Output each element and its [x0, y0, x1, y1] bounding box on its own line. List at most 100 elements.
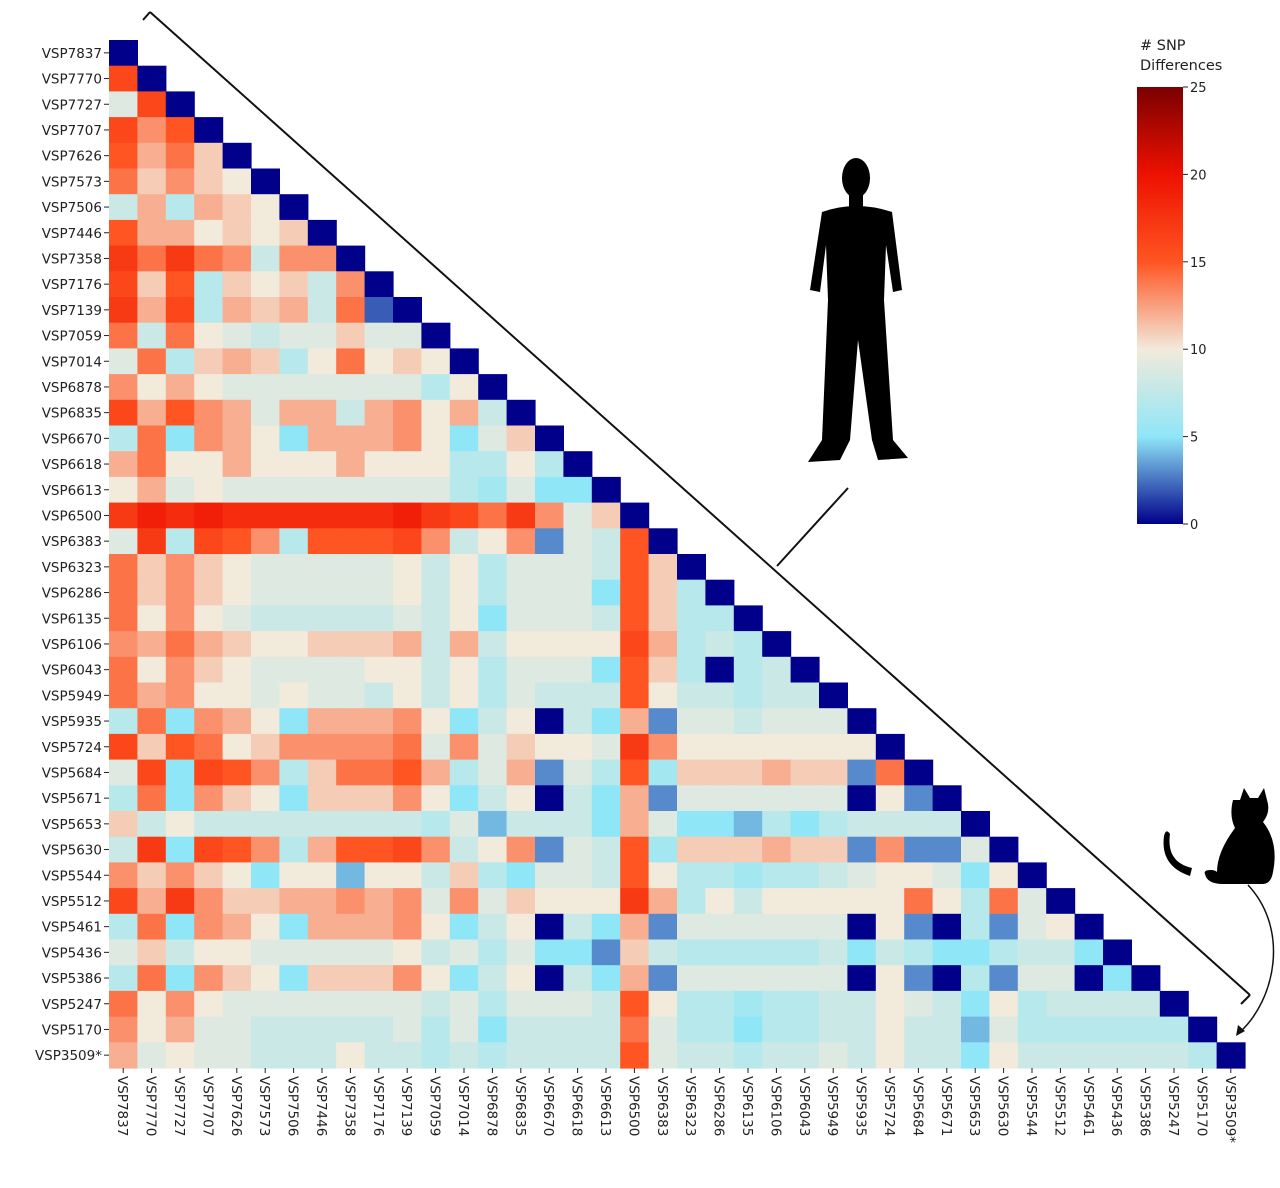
heatmap-cell: [620, 785, 650, 812]
heatmap-diagonal-cell: [932, 785, 962, 812]
heatmap-cell: [137, 194, 167, 221]
row-label: VSP6286: [42, 586, 102, 602]
heatmap-cell: [222, 219, 252, 247]
heatmap-cell: [648, 579, 678, 606]
heatmap-cell: [478, 528, 508, 555]
heatmap-cell: [819, 811, 848, 838]
heatmap-cell: [591, 708, 621, 735]
column-label: VSP6618: [569, 1076, 585, 1136]
heatmap-cell: [705, 759, 735, 786]
heatmap-cell: [875, 811, 905, 838]
heatmap-cell: [336, 862, 366, 889]
heatmap-cell: [762, 990, 792, 1018]
heatmap-cell: [251, 245, 280, 272]
heatmap-cell: [563, 759, 593, 786]
heatmap-cell: [478, 888, 508, 915]
heatmap-cell: [165, 322, 195, 349]
heatmap-cell: [1159, 1016, 1189, 1043]
heatmap-cell: [222, 1016, 252, 1043]
heatmap-cell: [535, 811, 564, 838]
heatmap-cell: [222, 348, 252, 375]
heatmap-cell: [932, 836, 962, 863]
heatmap-cell: [478, 990, 508, 1018]
heatmap-cell: [506, 811, 536, 838]
heatmap-cell: [364, 733, 394, 761]
heatmap-cell: [449, 682, 479, 709]
heatmap-cell: [137, 656, 167, 684]
heatmap-cell: [762, 1016, 792, 1043]
heatmap-cell: [819, 733, 848, 761]
heatmap-cell: [165, 682, 195, 709]
heatmap-cell: [251, 939, 280, 966]
heatmap-cell: [506, 888, 536, 915]
heatmap-cell: [251, 656, 280, 684]
heatmap-diagonal-cell: [1046, 888, 1076, 915]
heatmap-cell: [591, 990, 621, 1018]
heatmap-cell: [591, 631, 621, 658]
heatmap-cell: [279, 476, 309, 504]
heatmap-cell: [620, 990, 650, 1018]
heatmap-cell: [165, 219, 195, 247]
heatmap-cell: [563, 579, 593, 606]
heatmap-cell: [563, 785, 593, 812]
heatmap-cell: [847, 862, 877, 889]
row-label: VSP6878: [42, 380, 102, 396]
heatmap-cell: [478, 1042, 508, 1069]
heatmap-cell: [478, 759, 508, 786]
heatmap-cell: [733, 656, 763, 684]
heatmap-cell: [506, 836, 536, 863]
heatmap-cell: [251, 682, 280, 709]
row-label: VSP5544: [42, 868, 102, 884]
heatmap-cell: [847, 939, 877, 966]
heatmap-cell: [904, 939, 934, 966]
heatmap-cell: [165, 631, 195, 658]
heatmap-cell: [137, 348, 167, 375]
heatmap-cell: [733, 1016, 763, 1043]
heatmap-cell: [393, 605, 422, 632]
row-label: VSP5630: [42, 843, 102, 859]
heatmap-cell: [478, 451, 508, 478]
heatmap-cell: [875, 836, 905, 863]
bracket-top-tick: [142, 11, 151, 21]
heatmap-cell: [677, 913, 706, 941]
heatmap-cell: [194, 142, 224, 170]
heatmap-cell: [478, 502, 508, 529]
heatmap-cell: [165, 913, 195, 941]
heatmap-cell: [677, 631, 706, 658]
heatmap-cell: [279, 785, 309, 812]
heatmap-cell: [194, 631, 224, 658]
heatmap-cell: [762, 965, 792, 992]
heatmap-cell: [222, 528, 252, 555]
heatmap-cell: [705, 811, 735, 838]
heatmap-cell: [1017, 1016, 1047, 1043]
heatmap-cell: [194, 836, 224, 863]
heatmap-diagonal-cell: [790, 656, 820, 684]
heatmap-cell: [478, 579, 508, 606]
heatmap-cell: [421, 605, 451, 632]
heatmap-cell: [109, 142, 138, 170]
colorbar-ticks: 0 5 10 15 20 25: [1183, 81, 1207, 533]
heatmap-cell: [307, 939, 337, 966]
heatmap-cell: [449, 579, 479, 606]
heatmap-cell: [251, 348, 280, 375]
heatmap-cell: [336, 656, 366, 684]
heatmap-cell: [307, 759, 337, 786]
heatmap-cell: [393, 1016, 422, 1043]
column-label: VSP6135: [739, 1076, 755, 1136]
heatmap-cell: [336, 939, 366, 966]
heatmap-cell: [336, 476, 366, 504]
heatmap-cell: [393, 862, 422, 889]
heatmap-cell: [222, 862, 252, 889]
heatmap-cell: [194, 579, 224, 606]
heatmap-diagonal-cell: [279, 194, 309, 221]
heatmap-cell: [279, 1042, 309, 1069]
heatmap-cell: [137, 271, 167, 298]
heatmap-cell: [222, 708, 252, 735]
column-label: VSP6286: [711, 1076, 727, 1136]
heatmap-cell: [364, 862, 394, 889]
heatmap-cell: [279, 913, 309, 941]
heatmap-cell: [421, 656, 451, 684]
heatmap-cell: [222, 1042, 252, 1069]
heatmap-cell: [307, 888, 337, 915]
heatmap-cell: [279, 219, 309, 247]
